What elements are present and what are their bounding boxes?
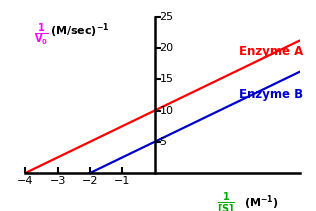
Text: $\mathbf{\frac{1}{V_0}}$: $\mathbf{\frac{1}{V_0}}$	[34, 22, 49, 48]
Text: 25: 25	[160, 12, 173, 22]
Text: $\mathbf{\frac{1}{[S]}}$: $\mathbf{\frac{1}{[S]}}$	[217, 191, 235, 211]
Text: 20: 20	[160, 43, 173, 53]
Text: 5: 5	[160, 137, 167, 147]
Text: 15: 15	[160, 74, 173, 84]
Text: $\mathbf{(M^{-1})}$: $\mathbf{(M^{-1})}$	[244, 193, 279, 211]
Text: Enzyme B: Enzyme B	[239, 88, 303, 101]
Text: Enzyme A: Enzyme A	[239, 45, 303, 58]
Text: 10: 10	[160, 106, 173, 116]
Text: $\mathbf{(M/sec)^{-1}}$: $\mathbf{(M/sec)^{-1}}$	[51, 22, 110, 41]
